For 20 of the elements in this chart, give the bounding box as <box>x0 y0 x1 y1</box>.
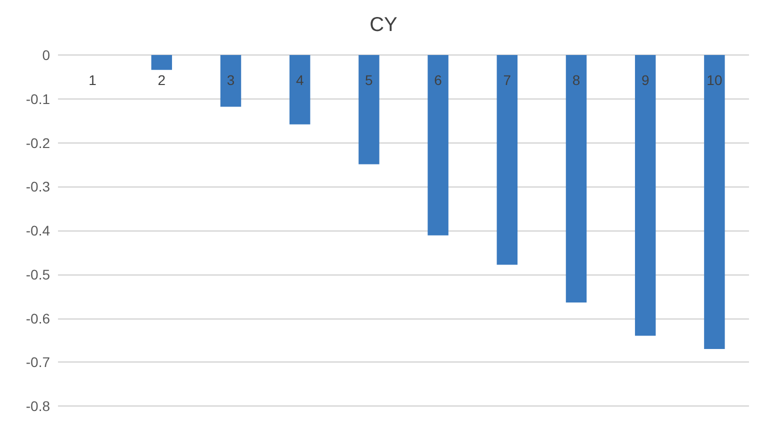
y-tick-label: -0.5 <box>26 266 50 282</box>
x-tick-label: 4 <box>296 72 304 88</box>
x-tick-label: 3 <box>226 72 235 88</box>
x-tick-label: 1 <box>88 72 97 88</box>
y-tick-label: -0.8 <box>26 398 50 414</box>
y-tick-label: -0.4 <box>26 222 50 238</box>
x-tick-label: 5 <box>365 72 374 88</box>
x-tick-label: 2 <box>158 72 166 88</box>
chart-title: CY <box>370 14 398 36</box>
x-tick-label: 10 <box>706 72 722 88</box>
y-tick-label: -0.6 <box>26 310 50 326</box>
y-tick-label: -0.2 <box>26 134 50 151</box>
x-tick-label: 7 <box>503 72 512 88</box>
x-tick-label: 9 <box>641 72 650 88</box>
x-tick-label: 8 <box>572 72 580 88</box>
y-tick-label: -0.3 <box>26 178 50 195</box>
x-tick-label: 6 <box>434 72 442 88</box>
y-tick-label: -0.7 <box>26 354 50 370</box>
y-tick-label: -0.1 <box>26 90 50 107</box>
y-tick-label: 0 <box>42 47 50 63</box>
